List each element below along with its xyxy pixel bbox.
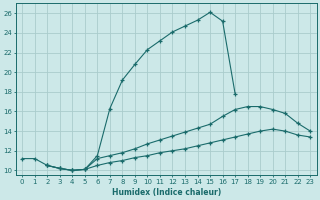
X-axis label: Humidex (Indice chaleur): Humidex (Indice chaleur) — [112, 188, 221, 197]
